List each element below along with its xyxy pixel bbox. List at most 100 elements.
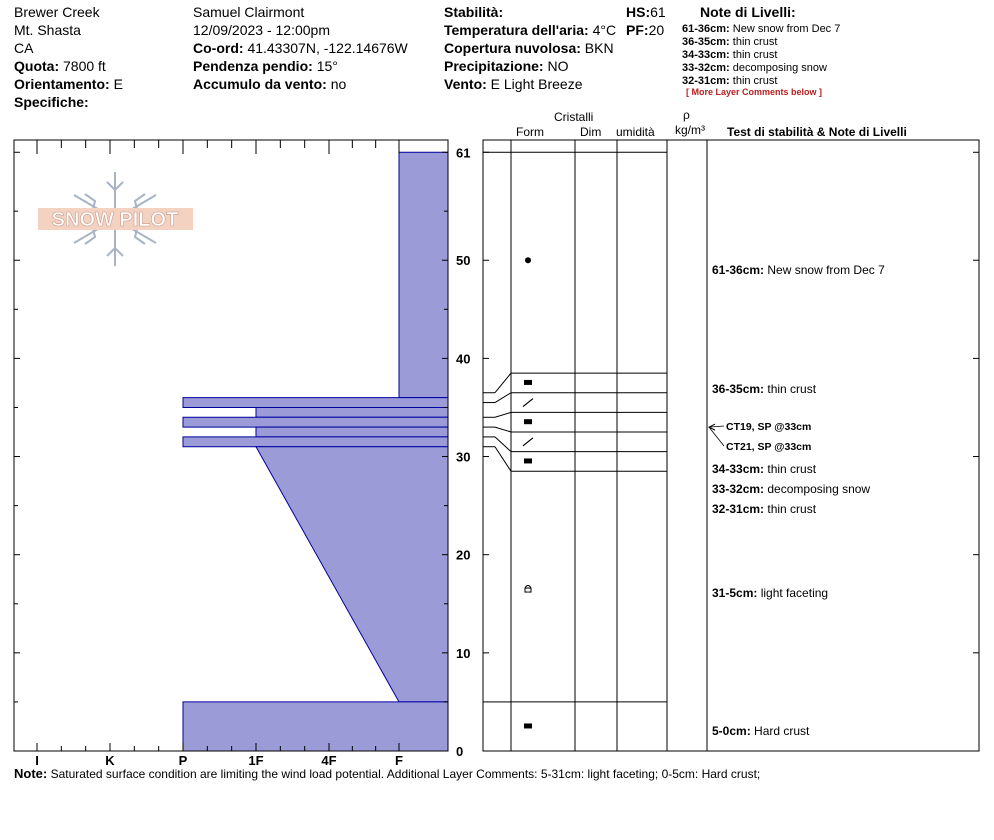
stability-notes-header: Test di stabilità & Note di Livelli xyxy=(727,125,907,139)
right-note: 5-0cm: Hard crust xyxy=(712,724,810,738)
right-note: 31-5cm: light faceting xyxy=(712,586,828,600)
depth-tick-label: 40 xyxy=(456,351,470,366)
depth-tick-label: 0 xyxy=(456,744,463,759)
layer-note-text: New snow from Dec 7 xyxy=(732,23,841,35)
footer-note: Note: Saturated surface condition are li… xyxy=(14,766,761,782)
hardness-layer xyxy=(255,446,449,703)
right-note-range: 31-5cm: xyxy=(712,586,761,600)
right-note-text: New snow from Dec 7 xyxy=(767,263,885,277)
hardness-profile xyxy=(182,151,449,752)
aspect-label: Orientamento: xyxy=(14,76,110,92)
dim-header: Dim xyxy=(580,125,602,139)
right-note: 61-36cm: New snow from Dec 7 xyxy=(712,263,885,277)
facet-arc xyxy=(524,585,532,589)
hardness-layer xyxy=(398,151,449,399)
hardness-frame xyxy=(13,139,449,752)
crystal-frame xyxy=(482,139,980,752)
layer-note-range: 32-31cm: xyxy=(682,75,733,87)
footer-text: Saturated surface condition are limiting… xyxy=(50,767,761,781)
datetime: 12/09/2023 - 12:00pm xyxy=(193,22,330,38)
hardness-layer xyxy=(182,436,449,448)
aspect-row: Orientamento: E xyxy=(14,75,123,93)
layer-note-text: thin crust xyxy=(732,36,778,48)
footer-label: Note: xyxy=(14,766,48,781)
right-note-range: 61-36cm: xyxy=(712,263,767,277)
stability-label: Stabilità: xyxy=(444,4,504,20)
right-notes: 61-36cm: New snow from Dec 7 36-35cm: thi… xyxy=(712,263,885,738)
fan-line xyxy=(494,411,512,418)
layer-boundaries xyxy=(483,151,667,703)
depth-tick-label: 61 xyxy=(456,145,470,160)
moisture-header: umidità xyxy=(616,125,655,139)
location: Brewer Creek xyxy=(14,4,100,20)
right-note: 33-32cm: decomposing snow xyxy=(712,482,870,496)
layer-note-item: 61-36cm: New snow from Dec 7 xyxy=(682,23,840,36)
stability-tests: CT19, SP @33cm CT21, SP @33cm xyxy=(708,421,811,453)
crystal-columns xyxy=(510,140,708,751)
layer-note-range: 34-33cm: xyxy=(682,49,733,61)
slope-row: Pendenza pendio: 15° xyxy=(193,57,338,75)
elevation-value: 7800 ft xyxy=(63,58,106,74)
melt-crust-symbol xyxy=(524,723,532,729)
wind-row: Vento: E Light Breeze xyxy=(444,75,583,93)
layer-note-text: thin crust xyxy=(732,49,778,61)
wind-label: Vento: xyxy=(444,76,487,92)
layer-note-range: 36-35cm: xyxy=(682,36,733,48)
state: CA xyxy=(14,40,34,56)
hardness-axis: I K P 1F 4F F xyxy=(35,140,403,768)
air-temp-row: Temperatura dell'aria: 4°C xyxy=(444,21,616,39)
right-note: 34-33cm: thin crust xyxy=(712,462,817,476)
aspect-value: E xyxy=(113,76,123,92)
coord-label: Co-ord: xyxy=(193,40,244,56)
fan-line xyxy=(494,372,512,394)
observer: Samuel Clairmont xyxy=(193,4,305,20)
depth-axis: 0 10 20 30 40 50 61 xyxy=(14,145,979,759)
depth-tick-label: 10 xyxy=(456,646,470,661)
melt-crust-symbol xyxy=(524,419,532,425)
crystal-forms xyxy=(522,257,534,729)
coord-row: Co-ord: 41.43307N, -122.14676W xyxy=(193,39,408,57)
layer-notes-title: Note di Livelli: xyxy=(700,4,796,20)
wind-value: E Light Breeze xyxy=(490,76,583,92)
test-arrow-line xyxy=(708,425,725,428)
right-note-text: thin crust xyxy=(767,502,816,516)
layer-note-text: thin crust xyxy=(732,75,778,87)
form-header: Form xyxy=(516,125,544,139)
facet-box xyxy=(524,587,532,593)
logo-text: SNOW PILOT xyxy=(52,209,179,231)
wind-load-row: Accumulo da vento: no xyxy=(193,75,346,93)
layer-note-range: 33-32cm: xyxy=(682,62,733,74)
hardness-tick-label: 4F xyxy=(321,753,336,768)
precip-row: Precipitazione: NO xyxy=(444,57,568,75)
hardness-layer xyxy=(255,406,449,418)
hardness-tick-label: P xyxy=(179,753,188,768)
specifics-label: Specifiche: xyxy=(14,94,89,110)
precip-label: Precipitazione: xyxy=(444,58,544,74)
cloud-value: BKN xyxy=(584,40,614,56)
depth-tick-label: 30 xyxy=(456,450,470,465)
right-note-text: light faceting xyxy=(761,586,828,600)
more-comments-link[interactable]: [ More Layer Comments below ] xyxy=(686,87,823,97)
hs-row: HS:61 xyxy=(626,3,666,21)
pf-value: 20 xyxy=(648,22,665,38)
wind-load-label: Accumulo da vento: xyxy=(193,76,327,92)
pf-row: PF:20 xyxy=(626,21,664,39)
elevation-row: Quota: 7800 ft xyxy=(14,57,106,75)
layer-note-item: 33-32cm: decomposing snow xyxy=(682,62,840,75)
cloud-label: Copertura nuvolosa: xyxy=(444,40,581,56)
layer-note-range: 61-36cm: xyxy=(682,23,733,35)
layer-note-text: decomposing snow xyxy=(732,62,827,74)
fan-line xyxy=(494,436,512,453)
right-note-text: thin crust xyxy=(767,462,816,476)
hardness-layer xyxy=(182,416,449,428)
elevation-label: Quota: xyxy=(14,58,60,74)
hs-label: HS: xyxy=(626,4,651,20)
density-unit-header: kg/m³ xyxy=(675,123,705,137)
test-arrow-head xyxy=(708,423,716,431)
right-note-range: 34-33cm: xyxy=(712,462,767,476)
slope-value: 15° xyxy=(316,58,338,74)
rho-header: ρ xyxy=(683,108,690,122)
precip-value: NO xyxy=(547,58,569,74)
range: Mt. Shasta xyxy=(14,22,81,38)
